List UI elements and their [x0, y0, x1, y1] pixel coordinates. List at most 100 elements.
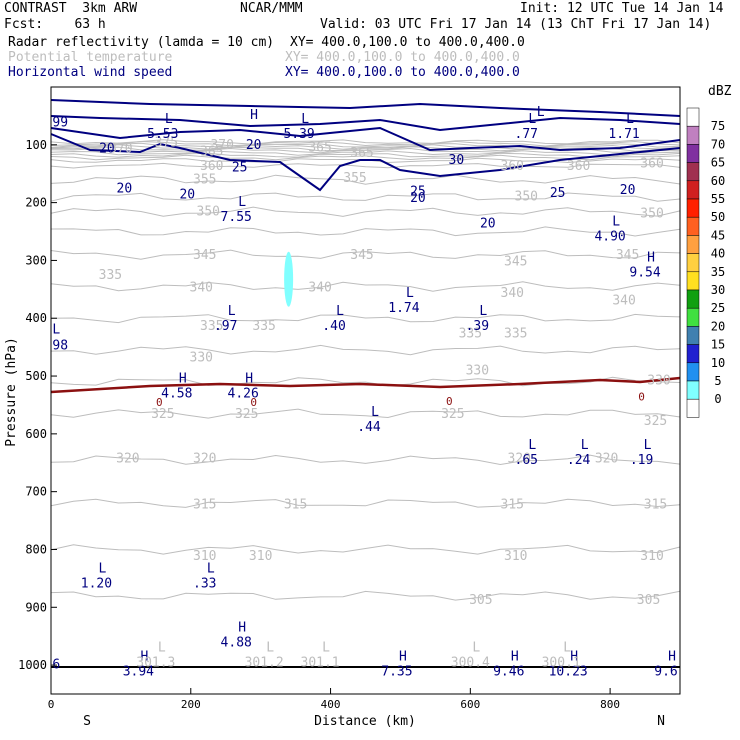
colorbar-label: 45 — [711, 228, 725, 242]
init-time: Init: 12 UTC Tue 14 Jan 14 — [520, 1, 724, 16]
extremum-letter: L — [528, 438, 536, 453]
wind-label: 20 — [480, 216, 496, 231]
extremum-letter: L — [301, 112, 309, 127]
extremum-value: 301.1 — [301, 655, 340, 670]
y-tick-label: 300 — [25, 253, 47, 267]
extremum-value: 9.46 — [493, 665, 524, 680]
field-xy-theta: XY= 400.0,100.0 to 400.0,400.0 — [285, 50, 520, 65]
theta-label: 345 — [193, 248, 216, 263]
y-tick-label: 400 — [25, 311, 47, 325]
extremum-value: .19 — [630, 453, 653, 468]
theta-label: 340 — [501, 286, 524, 301]
theta-label: 305 — [637, 593, 660, 608]
theta-label: 355 — [343, 171, 366, 186]
freezing-line — [50, 376, 681, 394]
extremum-letter: L — [563, 640, 571, 655]
y-tick-label: 500 — [25, 369, 47, 383]
theta-label: 305 — [469, 593, 492, 608]
y-tick-label: 200 — [25, 196, 47, 210]
colorbar-label: 30 — [711, 283, 725, 297]
extremum-letter: L — [626, 112, 634, 127]
extremum-value: 4.58 — [161, 387, 192, 402]
wind-label: 20 — [246, 138, 262, 153]
extremum-value: .44 — [357, 420, 381, 435]
theta-line — [50, 192, 681, 202]
extremum-value: 9.54 — [629, 266, 660, 281]
x-axis-end: N — [657, 714, 665, 729]
extremum-value: 5.53 — [147, 127, 178, 142]
field-name-reflectivity: Radar reflectivity (lamda = 10 cm) — [8, 35, 275, 50]
colorbar-label: 10 — [711, 356, 725, 370]
theta-label: 340 — [612, 293, 635, 308]
colorbar-swatch — [686, 144, 700, 163]
reflectivity-cell — [284, 251, 294, 307]
colorbar-label: 35 — [711, 265, 725, 279]
theta-label: 340 — [190, 281, 213, 296]
extremum-value: 1.74 — [388, 301, 419, 316]
wind-line — [50, 126, 681, 152]
theta-label: 315 — [284, 497, 307, 512]
colorbar-label: 40 — [711, 247, 725, 261]
field-name-wind: Horizontal wind speed — [8, 65, 173, 80]
theta-label: 370 — [109, 141, 132, 156]
wind-label: 30 — [449, 153, 465, 168]
theta-line — [50, 249, 681, 260]
theta-line — [50, 590, 681, 601]
field-xy-wind: XY= 400.0,100.0 to 400.0,400.0 — [285, 65, 520, 80]
wind-label: 20 — [620, 183, 636, 198]
theta-label: 365 — [200, 145, 223, 160]
theta-label: 310 — [193, 549, 216, 564]
wind-label: 25 — [410, 185, 426, 200]
colorbar-swatch — [686, 235, 700, 254]
colorbar-label: 15 — [711, 338, 725, 352]
y-axis-label: Pressure (hPa) — [4, 337, 19, 447]
y-tick-label: 900 — [25, 600, 47, 614]
extremum-value: .33 — [193, 577, 216, 592]
y-tick-label: 700 — [25, 485, 47, 499]
extremum-value: 1.20 — [81, 577, 112, 592]
x-tick-label: 0 — [48, 698, 55, 711]
wind-label: 20 — [99, 141, 115, 156]
extremum-letter: H — [140, 650, 148, 665]
colorbar-label: 20 — [711, 319, 725, 333]
field-name-theta: Potential temperature — [8, 50, 173, 65]
extremum-value: 301.3 — [136, 655, 175, 670]
theta-label: 330 — [647, 374, 670, 389]
theta-label: 350 — [515, 189, 538, 204]
wind-label: 25 — [232, 160, 248, 175]
plot-frame — [51, 87, 680, 694]
colorbar-label: 70 — [711, 137, 725, 151]
extremum-value: 7.55 — [221, 210, 252, 225]
wind-line — [50, 99, 681, 117]
extremum-value: 7.35 — [381, 665, 412, 680]
edge-label: L — [52, 322, 60, 337]
theta-label: 350 — [640, 207, 663, 222]
x-axis-start: S — [83, 714, 91, 729]
colorbar-label: 60 — [711, 174, 725, 188]
theta-line — [50, 144, 681, 150]
extremum-letter: H — [570, 650, 578, 665]
extremum-letter: L — [612, 214, 620, 229]
theta-label: 325 — [441, 407, 464, 422]
edge-label: 98 — [52, 338, 68, 353]
colorbar-label: 75 — [711, 119, 725, 133]
theta-line — [50, 344, 681, 356]
colorbar-swatch — [686, 125, 700, 145]
colorbar-swatch — [686, 362, 700, 382]
theta-label: 325 — [235, 407, 258, 422]
theta-line — [50, 408, 681, 419]
theta-label: 335 — [200, 319, 223, 334]
colorbar-swatch — [686, 307, 700, 327]
extremum-value: .77 — [515, 127, 538, 142]
theta-line — [50, 498, 681, 508]
extremum-letter: H — [399, 650, 407, 665]
theta-label: 320 — [116, 452, 139, 467]
theta-label: 360 — [567, 159, 590, 174]
freezing-label: 0 — [156, 396, 163, 409]
extremum-value: 300.1 — [542, 655, 581, 670]
theta-label: 330 — [466, 363, 489, 378]
extremum-value: 1.71 — [608, 127, 639, 142]
